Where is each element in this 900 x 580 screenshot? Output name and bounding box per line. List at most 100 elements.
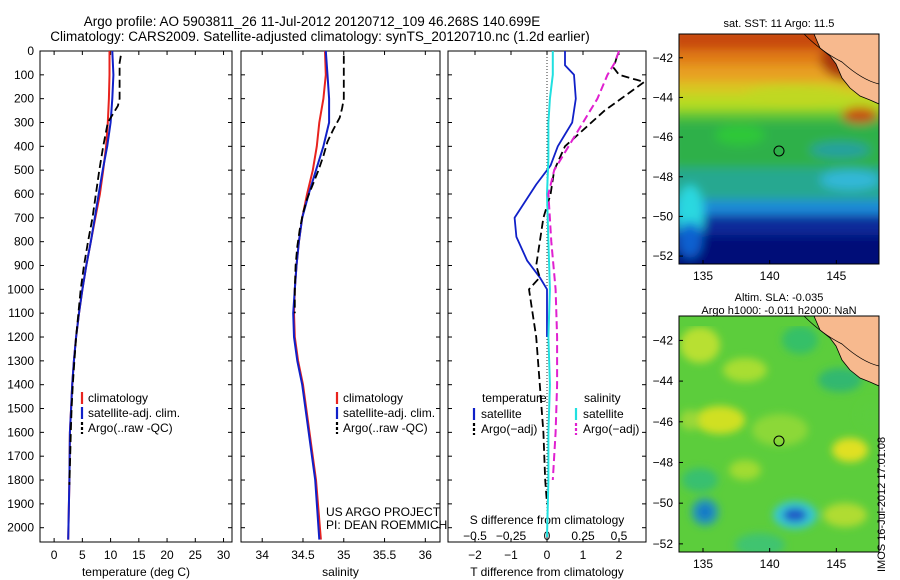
x-tick-label: 1 [580, 548, 587, 562]
s-tick-label: −0.5 [463, 529, 487, 543]
y-tick-label: 1300 [7, 354, 34, 368]
legend-label: satellite [583, 407, 624, 421]
sst-map-frame [678, 33, 880, 265]
x-axis-label: T difference from climatology [470, 565, 624, 579]
title-line-2: Climatology: CARS2009. Satellite-adjuste… [50, 29, 590, 44]
series-line [67, 51, 111, 540]
map-y-tick-label: −42 [653, 333, 674, 347]
x-tick-label: 30 [217, 548, 231, 562]
sla-subtitle: Argo h1000: -0.011 h2000: NaN [701, 305, 856, 317]
series-line [546, 51, 554, 538]
x-tick-label: 0 [51, 548, 58, 562]
y-tick-label: 200 [14, 92, 34, 106]
y-tick-label: 1400 [7, 378, 34, 392]
legend-label: climatology [343, 391, 403, 405]
series-line [547, 50, 620, 481]
y-tick-label: 1600 [7, 425, 34, 439]
map-y-tick-label: −48 [653, 455, 674, 469]
y-tick-label: 1000 [7, 282, 34, 296]
plot-frame [39, 50, 233, 543]
legend-label: Argo(..raw -QC) [88, 421, 173, 435]
s-tick-label: 0.25 [571, 529, 595, 543]
x-axis-label: salinity [322, 565, 359, 579]
map-y-tick-label: −48 [653, 170, 674, 184]
project-annotation: US ARGO PROJECT [326, 505, 441, 519]
y-tick-label: 1100 [8, 306, 34, 320]
legend-title-temperature: temperature [482, 391, 547, 405]
sla-title: Altim. SLA: -0.035 [735, 292, 824, 304]
sst-title: sat. SST: 11 Argo: 11.5 [724, 18, 835, 30]
sst-map [679, 34, 879, 264]
map-y-tick-label: −50 [653, 496, 674, 510]
series-line [513, 51, 577, 337]
y-tick-label: 500 [14, 163, 34, 177]
y-tick-label: 1200 [7, 330, 34, 344]
x-tick-label: 10 [104, 548, 118, 562]
project-annotation: PI: DEAN ROEMMICH [326, 518, 447, 532]
x-tick-label: 34 [256, 548, 270, 562]
map-x-tick-label: 145 [826, 269, 846, 283]
map-y-tick-label: −44 [653, 374, 674, 388]
argo-location-marker [773, 145, 785, 157]
x-tick-label: 15 [132, 548, 146, 562]
y-tick-label: 700 [14, 211, 34, 225]
legend-label: Argo(−adj) [481, 422, 537, 436]
y-tick-label: 1800 [7, 473, 34, 487]
legend-label: Argo(..raw -QC) [343, 421, 428, 435]
x-axis-label: temperature (deg C) [82, 565, 190, 579]
map-y-tick-label: −52 [653, 249, 674, 263]
series-line [528, 55, 646, 504]
map-y-tick-label: −44 [653, 90, 674, 104]
x-tick-label: 25 [189, 548, 203, 562]
s-tick-label: −0.25 [496, 529, 527, 543]
legend-label: Argo(−adj) [583, 422, 639, 436]
series-line [292, 50, 331, 540]
x-tick-label: 2 [616, 548, 623, 562]
sla-map [679, 316, 879, 552]
s-tick-label: 0.5 [611, 529, 628, 543]
map-x-tick-label: 140 [760, 269, 780, 283]
x-tick-label: 20 [160, 548, 174, 562]
imos-watermark: IMOS 16-Jul-2012 17:01:08 [876, 436, 888, 572]
legend-title-salinity: salinity [584, 391, 621, 405]
plot-frame [240, 50, 441, 543]
legend-label: satellite-adj. clim. [343, 406, 435, 420]
series-line [68, 55, 122, 485]
y-tick-label: 0 [27, 44, 34, 58]
sla-map-frame [678, 315, 880, 553]
y-tick-label: 400 [14, 139, 34, 153]
argo-location-marker-sla [773, 435, 785, 447]
x-tick-label: 5 [79, 548, 86, 562]
map-y-tick-label: −46 [653, 130, 674, 144]
x-tick-label: 35 [337, 548, 351, 562]
y-tick-label: 900 [14, 259, 34, 273]
y-tick-label: 2000 [7, 521, 34, 535]
map-y-tick-label: −50 [653, 209, 674, 223]
map-x-tick-label: 135 [693, 269, 713, 283]
y-tick-label: 1700 [7, 449, 34, 463]
y-tick-label: 800 [14, 235, 34, 249]
x-tick-label: 0 [544, 548, 551, 562]
map-y-tick-label: −42 [653, 51, 674, 65]
y-tick-label: 1900 [7, 497, 34, 511]
map-y-tick-label: −46 [653, 415, 674, 429]
map-x-tick-label: 145 [826, 557, 846, 571]
map-y-tick-label: −52 [653, 537, 674, 551]
legend-label: satellite [481, 407, 522, 421]
legend-label: satellite-adj. clim. [88, 406, 180, 420]
x-tick-label: 35.5 [373, 548, 397, 562]
x-tick-label: −2 [468, 548, 482, 562]
x-tick-label: 36 [419, 548, 433, 562]
y-tick-label: 100 [14, 68, 34, 82]
map-x-tick-label: 140 [760, 557, 780, 571]
legend-label: climatology [88, 391, 148, 405]
x-tick-label: 34.5 [291, 548, 315, 562]
series-line [293, 50, 327, 540]
y-tick-label: 300 [14, 116, 34, 130]
y-tick-label: 1500 [7, 402, 34, 416]
y-tick-label: 600 [14, 187, 34, 201]
series-line [293, 55, 345, 314]
x-tick-label: −1 [504, 548, 518, 562]
map-x-tick-label: 135 [693, 557, 713, 571]
